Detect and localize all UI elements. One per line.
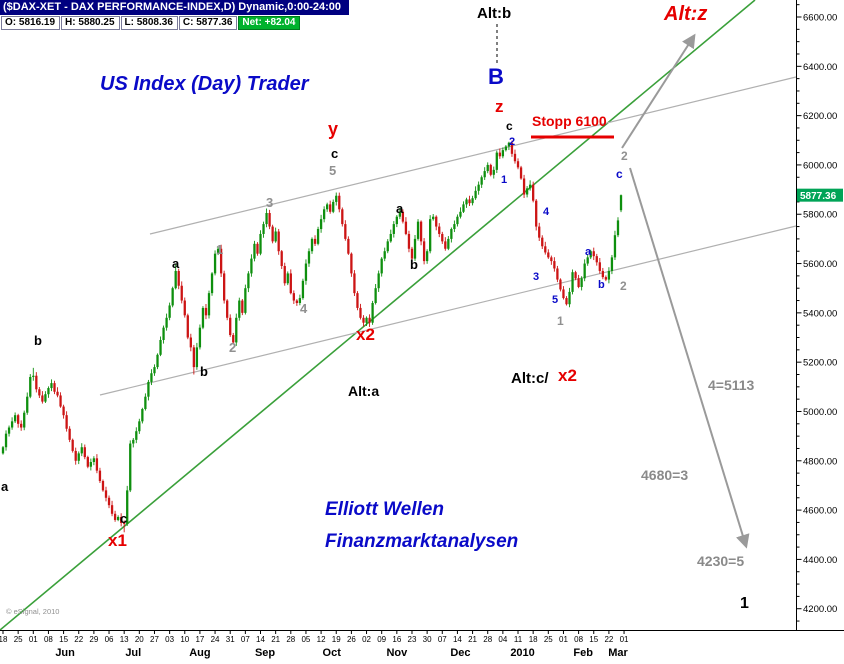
week-tick-label: 19: [332, 635, 341, 644]
month-label: Aug: [189, 647, 210, 659]
net-change: Net: +82.04: [238, 16, 301, 30]
week-tick-label: 29: [89, 635, 98, 644]
week-tick-label: 07: [438, 635, 447, 644]
week-tick-label: 18: [0, 635, 8, 644]
week-tick-label: 11: [514, 635, 523, 644]
arrow-to-altz: [621, 33, 696, 149]
price-tick-label: 6000.00: [803, 160, 837, 171]
price-tick-label: 4600.00: [803, 506, 837, 517]
week-tick-label: 01: [559, 635, 568, 644]
week-tick-label: 22: [74, 635, 83, 644]
week-tick-label: 15: [59, 635, 68, 644]
week-tick-label: 17: [195, 635, 204, 644]
week-tick-label: 10: [180, 635, 189, 644]
week-tick-label: 16: [392, 635, 401, 644]
week-tick-label: 07: [241, 635, 250, 644]
week-tick-label: 12: [317, 635, 326, 644]
price-tick-label: 4400.00: [803, 555, 837, 566]
week-tick-label: 28: [483, 635, 492, 644]
ohlc-high: H: 5880.25: [61, 16, 120, 30]
price-tick-label: 5000.00: [803, 407, 837, 418]
price-tick-label: 6400.00: [803, 62, 837, 73]
last-price-value: 5877.36: [800, 191, 837, 202]
week-tick-label: 09: [377, 635, 386, 644]
month-label: Jul: [125, 647, 141, 659]
support-trendline: [0, 0, 756, 631]
ohlc-low: L: 5808.36: [120, 16, 178, 30]
week-tick-label: 21: [468, 635, 477, 644]
week-tick-label: 22: [604, 635, 613, 644]
price-tick-label: 6200.00: [803, 111, 837, 122]
week-tick-label: 05: [301, 635, 310, 644]
chart-title: ($DAX-XET - DAX PERFORMANCE-INDEX,D) Dyn…: [3, 1, 342, 13]
week-tick-label: 06: [105, 635, 114, 644]
candlestick-series: [1, 140, 623, 533]
week-tick-label: 20: [135, 635, 144, 644]
week-tick-label: 21: [271, 635, 280, 644]
month-label: 2010: [510, 647, 534, 659]
month-label: Dec: [450, 647, 470, 659]
week-tick-label: 24: [211, 635, 220, 644]
week-tick-label: 30: [423, 635, 432, 644]
week-tick-label: 18: [529, 635, 538, 644]
week-tick-label: 25: [544, 635, 553, 644]
chart-title-bar: ($DAX-XET - DAX PERFORMANCE-INDEX,D) Dyn…: [0, 0, 350, 15]
month-label: Feb: [573, 647, 593, 659]
month-label: Nov: [386, 647, 408, 659]
week-tick-label: 14: [256, 635, 265, 644]
week-tick-label: 14: [453, 635, 462, 644]
last-price-tag: [797, 188, 843, 202]
channel-lower-line: [99, 225, 797, 396]
week-tick-label: 28: [286, 635, 295, 644]
time-axis[interactable]: 18 25 01 08 15 22 29 06 13 20 27 03 10 17 24 31 07 14 21 28…: [0, 630, 629, 660]
week-tick-label: 25: [14, 635, 23, 644]
week-tick-label: 13: [120, 635, 129, 644]
arrow-to-4230-target: [629, 167, 750, 549]
week-tick-label: 08: [574, 635, 583, 644]
ohlc-close: C: 5877.36: [178, 16, 238, 30]
channel-upper-line: [149, 76, 797, 235]
month-label: Sep: [255, 647, 275, 659]
price-tick-label: 6600.00: [803, 13, 837, 24]
month-label: Jun: [55, 647, 75, 659]
week-tick-label: 04: [498, 635, 507, 644]
week-tick-label: 15: [589, 635, 598, 644]
week-tick-label: 31: [226, 635, 235, 644]
week-tick-label: 01: [29, 635, 38, 644]
ohlc-open: O: 5816.19: [1, 16, 61, 30]
month-label: Mar: [608, 647, 628, 659]
price-tick-label: 4800.00: [803, 456, 837, 467]
price-tick-label: 5600.00: [803, 259, 837, 270]
week-tick-label: 23: [408, 635, 417, 644]
week-tick-label: 03: [165, 635, 174, 644]
week-tick-label: 01: [620, 635, 629, 644]
price-tick-label: 5400.00: [803, 308, 837, 319]
week-tick-label: 08: [44, 635, 53, 644]
week-tick-label: 02: [362, 635, 371, 644]
week-tick-label: 26: [347, 635, 356, 644]
price-tick-label: 5200.00: [803, 358, 837, 369]
price-axis[interactable]: 4200.00 4400.00 4600.00 4800.00 5000.00 5200.…: [796, 4, 838, 622]
week-tick-label: 27: [150, 635, 159, 644]
price-tick-label: 4200.00: [803, 604, 837, 615]
quote-bar: O: 5816.19 H: 5880.25 L: 5808.36 C: 5877.36…: [1, 16, 301, 30]
price-tick-label: 5800.00: [803, 210, 837, 221]
month-label: Oct: [323, 647, 342, 659]
esignal-copyright: © eSignal, 2010: [6, 607, 60, 616]
